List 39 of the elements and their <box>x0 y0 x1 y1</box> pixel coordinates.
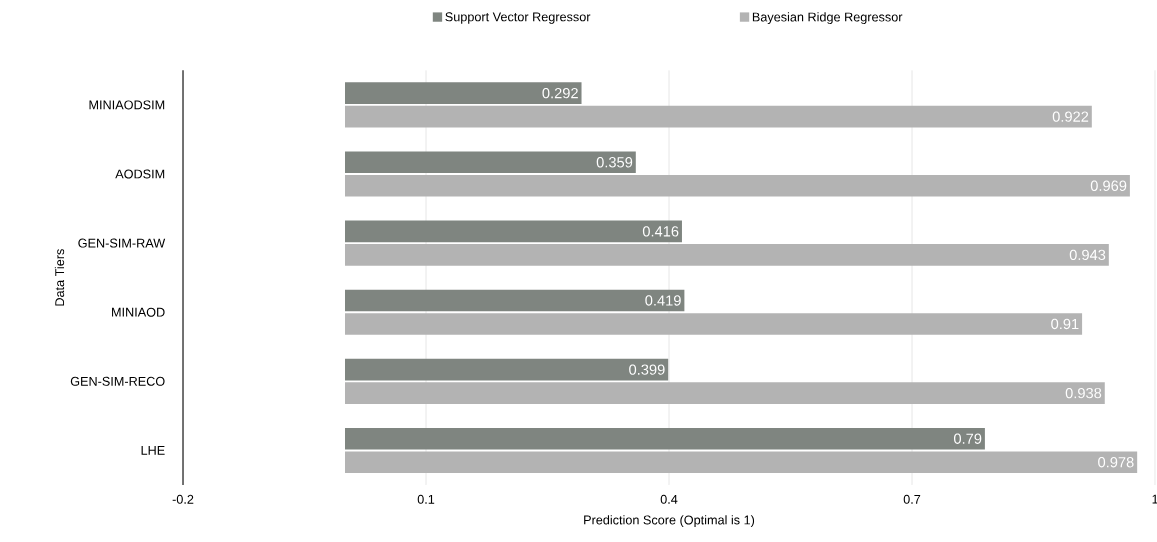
x-tick-label: 1 <box>1152 494 1157 504</box>
bar <box>345 427 985 450</box>
y-tick-label: AODSIM <box>115 169 165 179</box>
x-tick-label: 0.7 <box>903 494 921 504</box>
data-label: 0.416 <box>642 226 679 237</box>
bar <box>345 105 1092 128</box>
bar <box>345 244 1109 266</box>
bar <box>345 82 582 104</box>
data-label: 0.978 <box>1098 457 1134 468</box>
bar <box>345 220 682 243</box>
x-tick-label: 0.1 <box>417 494 435 504</box>
bar <box>345 174 1130 197</box>
y-tick-label: LHE <box>141 446 165 455</box>
data-label: 0.922 <box>1052 111 1089 122</box>
legend-label: Support Vector Regressor <box>445 12 591 24</box>
x-axis-title: Prediction Score (Optimal is 1) <box>584 515 755 527</box>
data-label: 0.969 <box>1090 180 1127 191</box>
data-label: 0.938 <box>1065 387 1102 399</box>
data-label: 0.79 <box>953 433 982 444</box>
data-label: 0.419 <box>645 295 681 306</box>
y-tick-label: GEN-SIM-RECO <box>70 376 165 386</box>
x-tick-label: 0.4 <box>660 494 678 504</box>
x-tick-label: -0.2 <box>172 494 194 504</box>
data-label: 0.943 <box>1069 249 1106 261</box>
y-axis-title: Data Tiers <box>54 249 65 306</box>
bar <box>345 451 1138 473</box>
data-label: 0.399 <box>629 364 665 375</box>
bar <box>345 358 669 381</box>
y-tick-label: GEN-SIM-RAW <box>78 238 166 248</box>
y-tick-label: MINIAOD <box>112 307 165 317</box>
data-label: 0.359 <box>596 157 633 168</box>
y-tick-label: MINIAODSIM <box>89 100 165 110</box>
bar <box>345 313 1083 335</box>
bar <box>345 289 685 312</box>
data-label: 0.91 <box>1051 318 1079 330</box>
bar <box>345 382 1105 404</box>
data-label: 0.292 <box>542 87 578 99</box>
bar <box>345 151 636 174</box>
legend-label: Bayesian Ridge Regressor <box>752 12 903 24</box>
